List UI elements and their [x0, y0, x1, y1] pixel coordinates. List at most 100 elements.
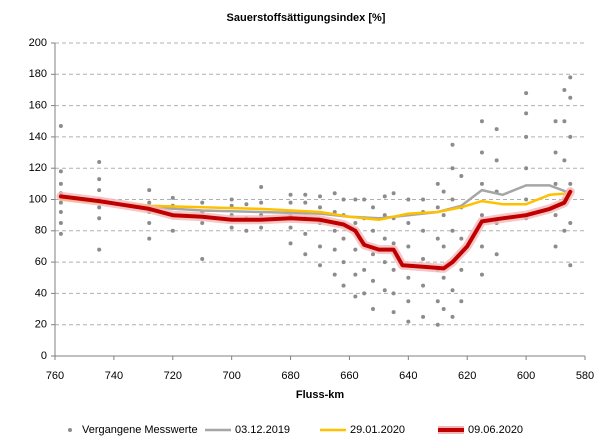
- measurement-point: [97, 247, 102, 252]
- measurement-point: [341, 236, 346, 241]
- measurement-point: [479, 119, 484, 124]
- measurement-point: [371, 252, 375, 257]
- y-tick-label: 0: [41, 350, 47, 362]
- measurement-point: [450, 288, 455, 293]
- measurement-point: [524, 166, 529, 171]
- measurement-point: [229, 203, 234, 208]
- measurement-point: [562, 119, 567, 124]
- y-tick-label: 180: [29, 68, 47, 80]
- measurement-point: [562, 228, 567, 233]
- measurement-point: [391, 191, 396, 196]
- measurement-point: [382, 260, 387, 265]
- measurement-point: [524, 134, 529, 139]
- measurement-point: [553, 181, 558, 186]
- measurement-point: [553, 119, 558, 124]
- measurement-point: [97, 205, 102, 210]
- measurement-point: [406, 299, 411, 304]
- measurement-point: [524, 111, 529, 116]
- measurement-point: [494, 252, 499, 257]
- measurement-point: [318, 194, 322, 199]
- measurement-point: [479, 244, 484, 249]
- legend-label: 29.01.2020: [350, 424, 405, 436]
- measurement-point: [382, 236, 387, 241]
- legend-label: 09.06.2020: [468, 424, 523, 436]
- measurement-point: [435, 205, 440, 210]
- measurement-point: [371, 205, 375, 210]
- x-tick-label: 600: [517, 370, 535, 382]
- series-line: [58, 189, 573, 271]
- measurement-point: [391, 267, 396, 272]
- measurement-point: [568, 220, 573, 225]
- measurement-point: [58, 169, 63, 174]
- measurement-point: [170, 195, 175, 200]
- measurement-point: [459, 299, 464, 304]
- measurement-point: [244, 228, 249, 233]
- x-tick-label: 660: [340, 370, 358, 382]
- measurement-point: [435, 299, 440, 304]
- measurement-point: [421, 283, 426, 288]
- measurement-point: [170, 228, 175, 233]
- x-tick-label: 620: [458, 370, 476, 382]
- measurement-point: [259, 225, 264, 230]
- measurement-point: [58, 210, 63, 215]
- measurement-point: [450, 197, 455, 202]
- measurement-point: [147, 236, 152, 241]
- measurement-point: [58, 181, 63, 186]
- measurement-point: [391, 241, 396, 246]
- measurement-point: [362, 291, 367, 296]
- measurement-point: [259, 184, 264, 189]
- x-axis-label: Fluss-km: [296, 389, 345, 401]
- measurement-point: [459, 236, 464, 241]
- x-tick-label: 580: [576, 370, 594, 382]
- measurement-point: [341, 197, 346, 202]
- y-tick-label: 20: [35, 319, 47, 331]
- x-tick-label: 740: [105, 370, 123, 382]
- y-tick-label: 100: [29, 193, 47, 205]
- measurement-point: [568, 181, 573, 186]
- measurement-point: [382, 194, 387, 199]
- measurement-point: [421, 256, 426, 261]
- y-tick-label: 80: [35, 225, 47, 237]
- measurement-point: [318, 205, 322, 210]
- measurement-point: [200, 220, 205, 225]
- x-tick-label: 700: [222, 370, 240, 382]
- measurement-point: [494, 127, 499, 132]
- measurement-point: [441, 244, 446, 249]
- measurement-point: [97, 188, 102, 193]
- measurement-point: [353, 294, 358, 299]
- measurement-point: [200, 256, 205, 261]
- measurement-point: [303, 192, 308, 197]
- measurement-point: [353, 197, 358, 202]
- measurement-point: [303, 200, 308, 205]
- measurement-point: [58, 231, 63, 236]
- measurement-point: [371, 307, 375, 312]
- measurement-point: [435, 181, 440, 186]
- measurement-point: [406, 244, 411, 249]
- measurement-point: [147, 188, 152, 193]
- measurement-point: [288, 192, 293, 197]
- x-tick-label: 720: [164, 370, 182, 382]
- measurement-point: [479, 213, 484, 218]
- measurement-point: [406, 220, 411, 225]
- measurement-point: [58, 123, 63, 128]
- x-tick-label: 760: [46, 370, 64, 382]
- measurement-point: [553, 213, 558, 218]
- measurement-point: [421, 197, 426, 202]
- measurement-point: [353, 220, 358, 225]
- measurement-point: [450, 142, 455, 147]
- measurement-point: [332, 191, 337, 196]
- measurement-point: [147, 220, 152, 225]
- measurement-point: [288, 200, 293, 205]
- measurement-point: [362, 267, 367, 272]
- y-tick-label: 120: [29, 162, 47, 174]
- measurement-point: [341, 260, 346, 265]
- measurement-point: [479, 272, 484, 277]
- measurement-point: [147, 200, 152, 205]
- measurement-point: [97, 216, 102, 221]
- measurement-point: [479, 150, 484, 155]
- measurement-point: [459, 174, 464, 179]
- measurement-point: [421, 228, 426, 233]
- measurement-point: [97, 159, 102, 164]
- measurement-point: [494, 158, 499, 163]
- measurement-point: [318, 263, 322, 268]
